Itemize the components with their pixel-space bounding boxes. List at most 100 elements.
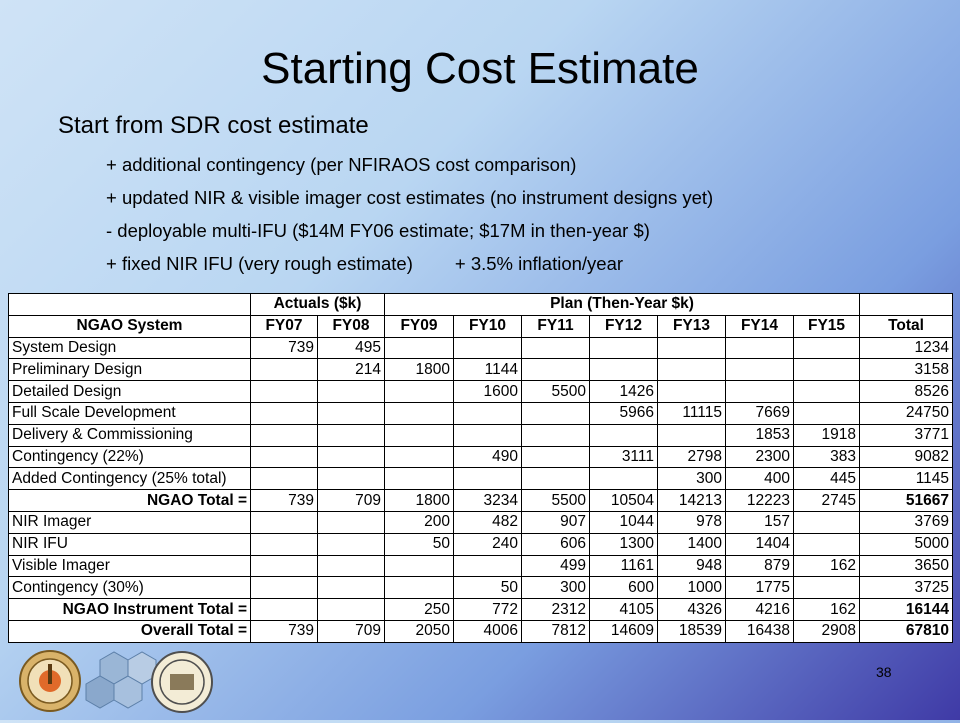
row-label: Visible Imager <box>8 554 251 578</box>
table-cell <box>317 423 385 447</box>
table-cell: 4326 <box>657 598 726 621</box>
table-row: Added Contingency (25% total) 300 400 445 11… <box>8 467 954 491</box>
sub-bullet-fixed-ifu-row: + fixed NIR IFU (very rough estimate) + 3… <box>106 247 938 280</box>
table-cell: 4006 <box>453 619 522 643</box>
uc-seal-icon <box>151 651 213 713</box>
table-cell: 1426 <box>589 380 658 403</box>
slide-title: Starting Cost Estimate <box>261 44 699 93</box>
table-cell: 445 <box>792 467 861 491</box>
row-label: Preliminary Design <box>8 358 251 382</box>
table-cell <box>317 380 385 403</box>
table-cell: 1144 <box>453 358 522 382</box>
cost-table: Actuals ($k) Plan (Then-Year $k) NGAO Sy… <box>8 293 954 643</box>
group-header-actuals: Actuals ($k) <box>250 293 385 316</box>
table-cell <box>384 336 454 360</box>
table-row: Full Scale Development 5966 11115 7669 24750 <box>8 401 954 425</box>
table-row: Contingency (30%) 50 300 600 1000 1775 3725 <box>8 576 954 600</box>
table-cell <box>792 336 861 360</box>
table-cell: 2312 <box>521 598 590 621</box>
row-label: NIR Imager <box>8 510 251 534</box>
table-cell <box>521 467 590 491</box>
table-cell <box>589 358 658 382</box>
table-cell <box>453 423 522 447</box>
table-cell: 16438 <box>725 619 794 643</box>
table-cell: 10504 <box>589 489 658 512</box>
row-total-cell: 1234 <box>859 336 954 360</box>
table-cell: 1161 <box>589 554 658 578</box>
caltech-seal-icon <box>19 650 81 712</box>
table-cell: 400 <box>725 467 794 491</box>
table-cell <box>725 336 794 360</box>
table-cell <box>521 423 590 447</box>
table-cell: 978 <box>657 510 726 534</box>
row-label: Added Contingency (25% total) <box>8 467 251 491</box>
table-cell: 4105 <box>589 598 658 621</box>
row-label: Delivery & Commissioning <box>8 423 251 447</box>
table-cell <box>384 445 454 469</box>
table-cell: 1044 <box>589 510 658 534</box>
column-header-fy12: FY12 <box>589 314 658 338</box>
table-cell: 709 <box>317 489 385 512</box>
table-cell <box>589 467 658 491</box>
table-cell: 606 <box>521 532 590 556</box>
table-cell: 1775 <box>725 576 794 600</box>
table-cell: 495 <box>317 336 385 360</box>
table-cell: 709 <box>317 619 385 643</box>
table-cell: 1853 <box>725 423 794 447</box>
table-cell: 600 <box>589 576 658 600</box>
row-label: NGAO Total = <box>8 489 251 512</box>
table-cell <box>317 532 385 556</box>
table-cell <box>453 467 522 491</box>
table-cell: 250 <box>384 598 454 621</box>
row-total-cell: 8526 <box>859 380 954 403</box>
table-cell: 907 <box>521 510 590 534</box>
row-label: NGAO Instrument Total = <box>8 598 251 621</box>
table-cell <box>521 336 590 360</box>
row-total-cell: 3158 <box>859 358 954 382</box>
table-row: System Design 739 495 1234 <box>8 336 954 360</box>
row-label: Overall Total = <box>8 619 251 643</box>
column-header-fy14: FY14 <box>725 314 794 338</box>
table-cell <box>657 423 726 447</box>
sub-bullet-inflation: + 3.5% inflation/year <box>454 253 624 274</box>
row-label: System Design <box>8 336 251 360</box>
row-label: Contingency (22%) <box>8 445 251 469</box>
table-row: Contingency (22%) 490 3111 2798 2300 383 9082 <box>8 445 954 469</box>
column-header-fy13: FY13 <box>657 314 726 338</box>
table-cell: 162 <box>792 598 861 621</box>
group-header-row: Actuals ($k) Plan (Then-Year $k) <box>8 293 954 316</box>
table-cell <box>384 423 454 447</box>
table-total-row: NGAO Total = 739 709 1800 3234 5500 10504 14213… <box>8 489 954 512</box>
column-header-fy09: FY09 <box>384 314 454 338</box>
row-label: Full Scale Development <box>8 401 251 425</box>
table-cell <box>317 401 385 425</box>
table-cell: 7812 <box>521 619 590 643</box>
row-total-cell: 1145 <box>859 467 954 491</box>
table-cell: 3234 <box>453 489 522 512</box>
table-cell: 3111 <box>589 445 658 469</box>
column-header-total: Total <box>859 314 954 338</box>
row-total-cell: 3771 <box>859 423 954 447</box>
table-cell <box>792 358 861 382</box>
table-cell <box>657 358 726 382</box>
table-cell: 2908 <box>792 619 861 643</box>
table-cell: 1918 <box>792 423 861 447</box>
column-header-system: NGAO System <box>8 314 251 338</box>
table-cell <box>792 380 861 403</box>
table-cell: 383 <box>792 445 861 469</box>
table-cell <box>453 554 522 578</box>
table-cell <box>250 401 318 425</box>
table-cell <box>792 401 861 425</box>
table-cell <box>792 532 861 556</box>
table-cell: 5500 <box>521 380 590 403</box>
table-cell: 2798 <box>657 445 726 469</box>
table-cell <box>792 576 861 600</box>
table-cell: 4216 <box>725 598 794 621</box>
table-cell: 1000 <box>657 576 726 600</box>
row-total-cell: 5000 <box>859 532 954 556</box>
row-total-cell: 24750 <box>859 401 954 425</box>
table-cell <box>317 554 385 578</box>
column-header-row: NGAO System FY07 FY08 FY09 FY10 FY11 FY12 FY13 F… <box>8 314 954 338</box>
table-cell: 1404 <box>725 532 794 556</box>
table-total-row: Overall Total = 739 709 2050 4006 7812 14609 18… <box>8 619 954 643</box>
